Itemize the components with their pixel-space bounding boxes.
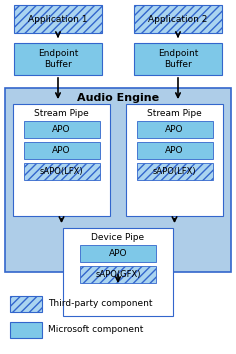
Text: Application 2: Application 2 [148,15,208,23]
Text: APO: APO [52,125,71,134]
Text: Stream Pipe: Stream Pipe [34,108,89,118]
Bar [80,266,156,283]
Text: Endpoint
Buffer: Endpoint Buffer [38,49,78,69]
Text: Microsoft component: Microsoft component [48,325,143,335]
Text: Application 1: Application 1 [28,15,88,23]
Text: APO: APO [52,146,71,155]
Bar [5,88,231,272]
Bar [136,142,212,159]
Bar [63,228,173,316]
Text: Audio Engine: Audio Engine [77,93,159,103]
Text: sAPO(LFX): sAPO(LFX) [40,167,83,176]
Bar [134,43,222,75]
Bar [10,322,42,338]
Bar [13,104,110,216]
Text: sAPO(GFX): sAPO(GFX) [95,270,141,279]
Text: Endpoint
Buffer: Endpoint Buffer [158,49,198,69]
Text: sAPO(LFX): sAPO(LFX) [153,167,196,176]
Text: APO: APO [109,249,127,258]
Bar [14,5,102,33]
Bar [24,142,100,159]
Text: Third-party component: Third-party component [48,299,152,308]
Text: Device Pipe: Device Pipe [91,233,145,241]
Bar [126,104,223,216]
Text: APO: APO [165,125,184,134]
Bar [10,296,42,312]
Bar [134,5,222,33]
Text: Stream Pipe: Stream Pipe [147,108,202,118]
Bar [80,245,156,262]
Text: APO: APO [165,146,184,155]
Bar [24,163,100,180]
Bar [136,121,212,138]
Bar [14,43,102,75]
Bar [136,163,212,180]
Bar [24,121,100,138]
